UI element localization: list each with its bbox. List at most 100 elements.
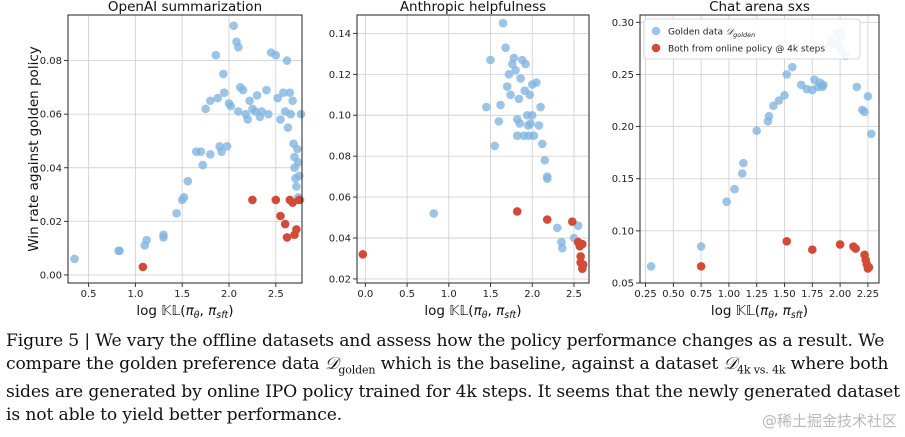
scatter-point-golden [529,131,539,141]
chart-title: Chat arena sxs [709,0,810,15]
caption-part-3: where both sides are generated by online… [6,353,900,425]
scatter-point-online [271,195,281,205]
x-tick-label: 0.50 [662,289,684,300]
scatter-point-online [808,245,817,254]
scatter-point-golden [196,147,206,156]
axes-frame [67,14,303,284]
figure: 0.5 1.0 1.5 2.0 2.5 0.00 0.02 0.04 0.06 0.08 OpenA… [26,0,880,320]
scatter-point-golden [534,121,544,130]
scatter-point-golden [286,109,296,119]
x-tick-label: 1.00 [718,289,740,300]
y-tick-label: 0.20 [612,122,634,133]
caption-sub-4k: 4k vs. 4k [737,362,786,376]
scatter-point-online [568,217,577,226]
scatter-point-online [578,260,588,269]
y-tick-label: 0.10 [612,226,634,237]
caption-part-2: which is the baseline, against a dataset [375,353,724,374]
scatter-point-golden [142,235,151,245]
scatter-point-online [280,219,290,229]
scatter-point-golden [245,96,254,106]
x-axis-label: log 𝕂𝕃(πθ, πsft) [711,303,808,320]
scatter-point-golden [238,85,248,95]
legend-marker [651,26,661,36]
x-tick-label: 2.5 [566,289,582,300]
panel-2: 0.0 0.5 1.0 1.5 2.0 2.5 0.02 0.04 0.06 0.08 0.10 0.… [329,0,590,320]
scatter-point-golden [498,18,508,28]
scatter-point-online [512,207,522,216]
legend-box [643,18,861,60]
scatter-point-golden [211,50,221,60]
scatter-point-golden [293,144,302,154]
y-tick-label: 0.00 [40,270,62,281]
scatter-point-golden [490,141,499,151]
scatter-point-golden [273,93,282,103]
scatter-point-golden [213,93,223,103]
scatter-point-golden [296,109,306,119]
caption-part-1: Figure 5 | We vary the offline datasets … [6,331,885,374]
scatter-point-golden [292,182,301,191]
scatter-point-golden [220,88,229,98]
y-tick-label: 0.12 [329,70,351,81]
scatter-point-golden [283,123,293,132]
watermark: @稀土掘金技术社区 [761,412,897,430]
scatter-point-golden [787,62,797,72]
x-tick-label: 0.25 [634,289,656,300]
panel-1: 0.5 1.0 1.5 2.0 2.5 0.00 0.02 0.04 0.06 0.08 OpenA… [26,0,306,320]
scatter-point-golden [863,92,873,101]
scatter-point-golden [243,115,253,124]
scatter-point-golden [532,78,541,87]
scatter-point-golden [226,101,236,111]
scatter-point-golden [504,70,514,79]
scatter-point-golden [819,80,828,90]
x-tick-label: 2.0 [524,289,540,300]
y-tick-label: 0.15 [612,174,634,185]
scatter-point-golden [278,88,288,98]
x-tick-label: 1.5 [483,289,499,300]
scatter-point-golden [737,169,747,178]
scatter-point-golden [521,59,530,69]
scatter-point-golden [515,119,525,128]
scatter-point-golden [183,176,193,186]
scatter-point-golden [234,42,243,52]
scatter-point-golden [501,43,510,53]
scatter-point-golden [496,100,505,110]
axes-frame [639,14,880,284]
scatter-point-golden [276,115,285,124]
scatter-point-online [864,263,874,272]
y-tick-label: 0.06 [329,193,351,204]
x-axis-label: log 𝕂𝕃(πθ, πsft) [424,303,521,320]
y-tick-label: 0.10 [329,111,351,122]
scatter-point-online [138,262,148,272]
scatter-point-golden [525,90,535,100]
scatter-point-golden [552,223,562,233]
scatter-point-golden [516,74,525,83]
scatter-point-online [248,195,257,205]
scatter-point-golden [860,107,869,117]
scatter-point-online [542,215,552,224]
chart-title: Anthropic helpfulness [400,0,546,15]
scatter-point-golden [115,246,124,256]
scatter-point-online [851,244,860,253]
scatter-point-golden [769,101,778,111]
scatter-point-golden [234,107,243,116]
scatter-point-golden [557,243,567,253]
x-tick-label: 1.25 [746,289,768,300]
scatter-point-golden [730,184,739,194]
scatter-point-golden [70,254,79,264]
x-tick-label: 2.00 [829,289,851,300]
scatter-point-golden [285,88,295,98]
scatter-point-online [292,225,301,234]
legend: Golden data 𝒟golden Both from online poli… [643,18,861,60]
scatter-point-online [696,262,706,271]
x-tick-label: 1.50 [773,289,795,300]
scatter-point-golden [429,209,439,218]
scatter-point-online [782,236,792,246]
scatter-point-golden [257,107,267,116]
scatter-point-golden [205,96,215,106]
scatter-point-golden [205,150,215,159]
scatter-point-golden [502,82,512,91]
scatter-point-golden [511,65,520,75]
y-tick-label: 0.08 [329,152,351,163]
y-tick-label: 0.02 [40,217,62,228]
scatter-point-golden [540,155,550,165]
